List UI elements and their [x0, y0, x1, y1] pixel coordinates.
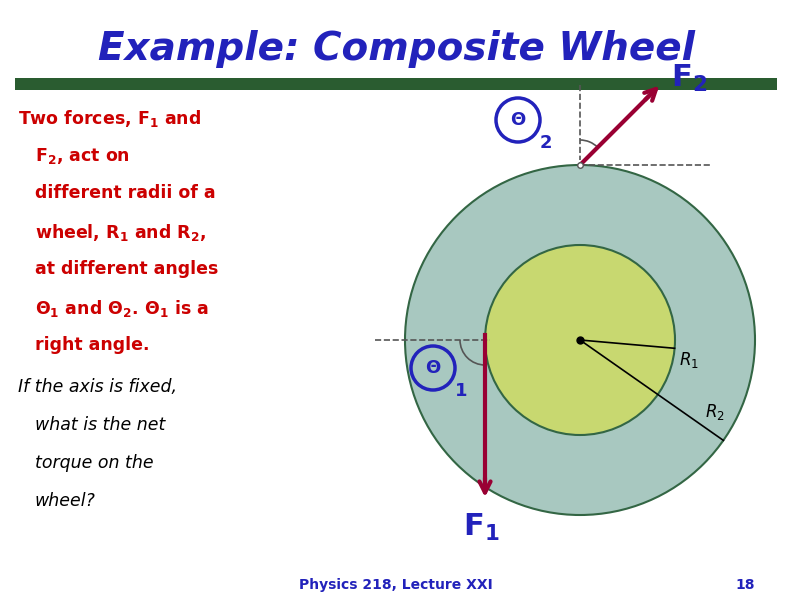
Text: $R_2$: $R_2$ — [706, 402, 725, 422]
Text: Θ: Θ — [425, 359, 440, 377]
Text: $R_1$: $R_1$ — [679, 350, 699, 370]
Text: right angle.: right angle. — [35, 336, 150, 354]
Text: $\mathbf{\Theta_1}$ and $\mathbf{\Theta_2}$. $\mathbf{\Theta_1}$ is a: $\mathbf{\Theta_1}$ and $\mathbf{\Theta_… — [35, 298, 209, 319]
Circle shape — [485, 245, 675, 435]
Text: what is the net: what is the net — [35, 416, 166, 434]
Text: wheel, $\mathbf{R_1}$ and $\mathbf{R_2}$,: wheel, $\mathbf{R_1}$ and $\mathbf{R_2}$… — [35, 222, 206, 243]
Text: 18: 18 — [735, 578, 755, 592]
Text: Θ: Θ — [510, 111, 526, 129]
Text: 1: 1 — [455, 382, 467, 400]
Text: $\mathbf{F_2}$, act on: $\mathbf{F_2}$, act on — [35, 146, 130, 166]
Text: $\mathbf{F_1}$: $\mathbf{F_1}$ — [463, 512, 499, 543]
Text: 2: 2 — [540, 134, 553, 152]
Text: torque on the: torque on the — [35, 454, 154, 472]
Text: $\mathbf{F_2}$: $\mathbf{F_2}$ — [672, 63, 707, 94]
Text: Physics 218, Lecture XXI: Physics 218, Lecture XXI — [299, 578, 493, 592]
Text: wheel?: wheel? — [35, 492, 96, 510]
Text: Example: Composite Wheel: Example: Composite Wheel — [97, 30, 695, 68]
Text: Two forces, $\mathbf{F_1}$ and: Two forces, $\mathbf{F_1}$ and — [18, 108, 201, 129]
Bar — [15, 78, 777, 90]
Text: at different angles: at different angles — [35, 260, 219, 278]
Text: different radii of a: different radii of a — [35, 184, 215, 202]
Circle shape — [405, 165, 755, 515]
Text: If the axis is fixed,: If the axis is fixed, — [18, 378, 177, 396]
